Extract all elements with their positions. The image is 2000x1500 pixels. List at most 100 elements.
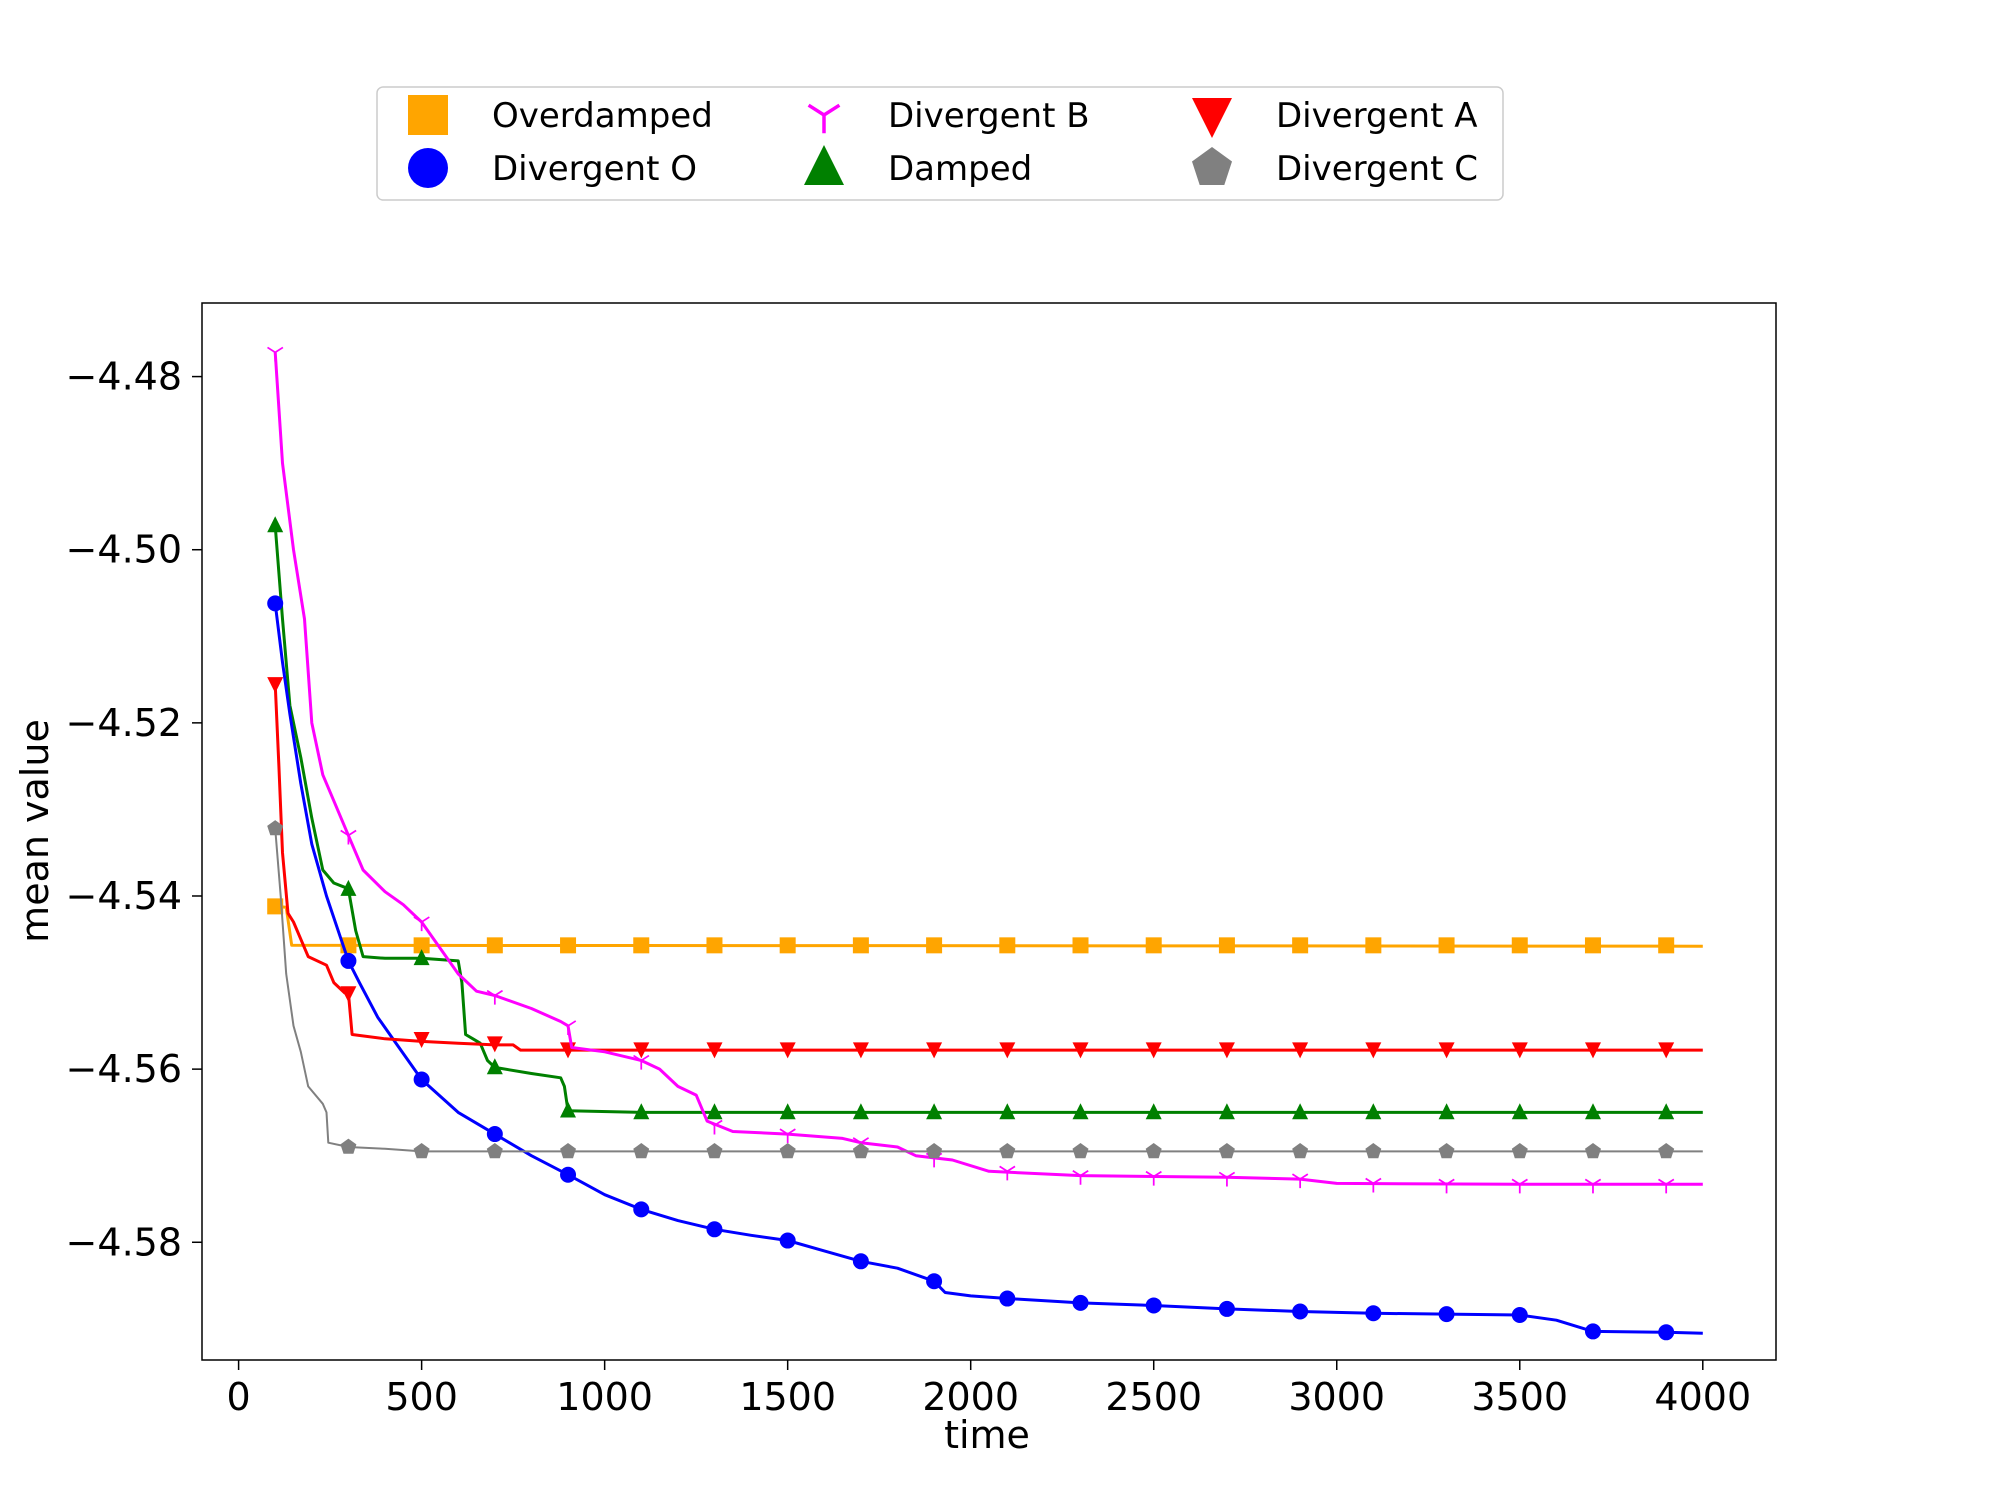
data-point	[1292, 1303, 1309, 1320]
data-point	[926, 1042, 943, 1059]
data-point	[1145, 937, 1162, 954]
legend-marker	[408, 95, 448, 135]
data-point	[413, 1071, 430, 1088]
data-point	[559, 1020, 577, 1035]
data-point	[1072, 1169, 1089, 1185]
data-point	[779, 1128, 796, 1144]
data-point	[486, 937, 503, 954]
data-point	[999, 1290, 1016, 1307]
data-point	[267, 516, 284, 533]
data-point	[1365, 1177, 1382, 1193]
data-point	[1438, 1143, 1455, 1159]
data-point	[633, 1201, 650, 1218]
data-point	[706, 1119, 723, 1135]
x-tick-label: 3000	[1288, 1375, 1385, 1419]
data-point	[413, 916, 430, 932]
data-point	[1658, 1103, 1675, 1120]
data-point	[1072, 1042, 1089, 1059]
data-point	[1658, 1143, 1675, 1159]
data-point	[779, 1143, 796, 1159]
data-point	[340, 986, 357, 1003]
data-point	[1365, 937, 1382, 954]
x-tick-label: 2000	[922, 1375, 1019, 1419]
legend-marker	[408, 148, 448, 188]
series-4	[267, 677, 1703, 1059]
data-point	[852, 1253, 869, 1270]
data-point	[1438, 1178, 1455, 1194]
data-point	[1365, 1305, 1382, 1322]
data-point	[486, 1058, 503, 1075]
data-point	[560, 1143, 576, 1159]
data-point	[1511, 937, 1528, 954]
data-point	[1292, 1042, 1309, 1059]
data-point	[1218, 1171, 1236, 1187]
data-point	[1365, 1143, 1382, 1159]
legend-label: Damped	[888, 149, 1032, 189]
x-tick-label: 0	[227, 1375, 251, 1419]
data-point	[706, 1143, 723, 1159]
data-point	[1584, 1323, 1601, 1340]
data-point	[1292, 1103, 1309, 1120]
series-line	[273, 352, 1703, 1186]
data-point	[1145, 1042, 1162, 1059]
data-point	[340, 952, 357, 969]
data-point	[1218, 1103, 1235, 1120]
series-5	[267, 346, 1703, 1194]
data-point	[633, 937, 650, 954]
legend-item: Divergent O	[408, 148, 697, 189]
data-point	[706, 1042, 723, 1059]
data-point	[1218, 1300, 1235, 1317]
data-point	[413, 937, 430, 954]
legend-label: Divergent A	[1276, 96, 1478, 136]
data-point	[999, 937, 1016, 954]
data-point	[1658, 937, 1675, 954]
data-point	[267, 346, 284, 362]
data-point	[413, 1143, 430, 1159]
series-2	[267, 516, 1703, 1120]
data-point	[1218, 1042, 1235, 1059]
data-point	[267, 677, 284, 694]
data-point	[1438, 937, 1455, 954]
y-tick-label: −4.48	[66, 355, 182, 399]
data-point	[1218, 937, 1235, 954]
data-point	[999, 1143, 1016, 1159]
data-point	[999, 1165, 1016, 1181]
series-line	[273, 525, 1703, 1114]
data-point	[560, 937, 577, 954]
data-point	[779, 1232, 796, 1249]
data-point	[413, 1032, 430, 1048]
data-point	[340, 1138, 357, 1154]
legend-label: Divergent B	[888, 96, 1090, 136]
data-point	[706, 1221, 723, 1238]
data-point	[999, 1103, 1016, 1120]
y-tick-label: −4.50	[66, 528, 182, 572]
data-point	[1218, 1143, 1235, 1159]
data-point	[1438, 1042, 1455, 1059]
data-point	[1072, 1103, 1089, 1120]
data-point	[633, 1103, 650, 1120]
data-point	[267, 820, 284, 836]
data-point	[779, 1042, 796, 1059]
data-point	[1511, 1143, 1528, 1159]
x-tick-label: 2500	[1105, 1375, 1202, 1419]
data-point	[1658, 1324, 1675, 1341]
data-point	[1072, 1143, 1089, 1159]
data-point	[1585, 1143, 1601, 1159]
data-point	[1585, 1042, 1601, 1059]
data-point	[1072, 937, 1089, 954]
legend-item: Damped	[804, 145, 1032, 189]
data-point	[633, 1143, 650, 1159]
x-tick-label: 1000	[556, 1375, 653, 1419]
data-point	[999, 1042, 1016, 1059]
legend-item: Divergent B	[807, 96, 1090, 136]
data-point	[852, 937, 869, 954]
data-point	[340, 829, 357, 845]
data-point	[852, 1042, 869, 1059]
data-point	[1585, 1103, 1601, 1120]
data-point	[486, 989, 504, 1005]
legend-item: Divergent C	[1192, 147, 1478, 189]
data-point	[633, 1054, 650, 1070]
legend-label: Divergent O	[492, 149, 697, 189]
y-axis-label: mean value	[13, 719, 57, 943]
data-point	[779, 937, 796, 954]
